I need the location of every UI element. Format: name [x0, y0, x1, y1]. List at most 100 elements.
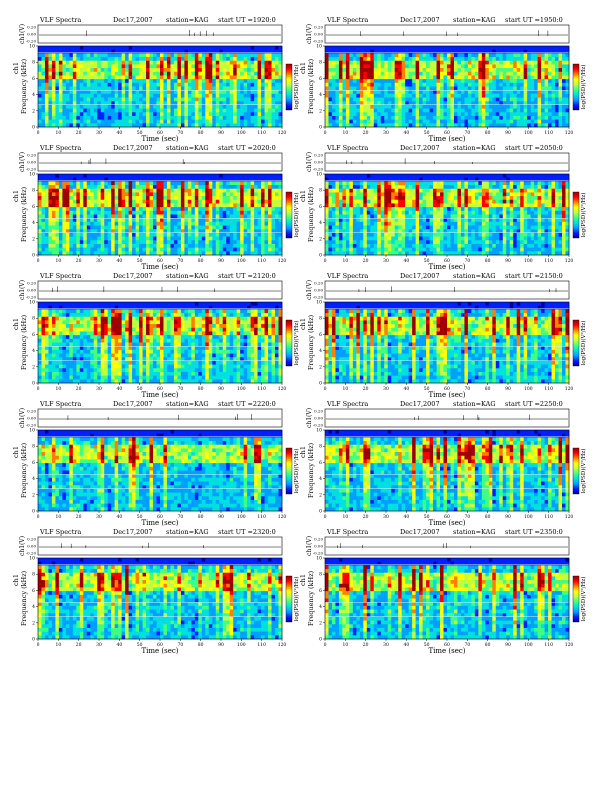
spectrogram-cell	[230, 75, 234, 79]
spectrogram-cell	[69, 120, 73, 124]
spectrogram-cell	[69, 87, 73, 91]
spectrogram-cell	[332, 53, 336, 57]
spectrogram-cell	[80, 200, 84, 204]
spectrogram-cell	[90, 61, 94, 65]
spectrogram-cell	[461, 116, 465, 120]
spectrogram-cell	[454, 75, 458, 79]
spectrogram-cell	[430, 116, 434, 120]
spectrogram-cell	[426, 109, 430, 113]
spectrogram-cell	[230, 72, 234, 76]
spectrogram-cell	[132, 181, 136, 185]
spectrogram-cell	[163, 57, 167, 61]
spectrogram-cell	[97, 222, 101, 226]
spectrogram-cell	[90, 215, 94, 219]
spectrogram-cell	[122, 189, 126, 193]
spectrogram-cell	[370, 105, 374, 109]
spectrogram-cell	[195, 196, 199, 200]
spectrogram-cell	[118, 68, 122, 72]
spectrogram-cell	[261, 222, 265, 226]
spectrogram-cell	[226, 181, 230, 185]
spectrogram-cell	[118, 215, 122, 219]
spectrogram-cell	[170, 200, 174, 204]
spectrogram-cell	[41, 120, 45, 124]
spectrogram-cell	[184, 207, 188, 211]
spectrogram-cell	[55, 98, 59, 102]
spectrogram-cell	[489, 46, 493, 50]
spectrogram-cell	[261, 215, 265, 219]
spectrogram-cell	[527, 105, 531, 109]
spectrogram-cell	[153, 185, 157, 189]
spectrogram-cell	[118, 237, 122, 241]
spectrogram-cell	[184, 105, 188, 109]
spectrogram-cell	[230, 61, 234, 65]
spectrogram-cell	[457, 120, 461, 124]
spectrogram-cell	[275, 64, 279, 68]
spectrogram-cell	[209, 112, 213, 116]
spectrogram-cell	[510, 72, 514, 76]
spectrogram-cell	[391, 72, 395, 76]
spectrogram-cell	[191, 226, 195, 230]
spectrogram-cell	[45, 68, 49, 72]
spectrogram-cell	[90, 79, 94, 83]
spectrogram-cell	[226, 244, 230, 248]
spectrogram-cell	[258, 68, 262, 72]
spectrogram-cell	[104, 64, 108, 68]
spectrogram-cell	[80, 211, 84, 215]
spectrogram-cell	[520, 53, 524, 57]
spectrogram-cell	[388, 61, 392, 65]
spectrogram-cell	[111, 57, 115, 61]
spectrogram-cell	[108, 240, 112, 244]
spectrogram-cell	[254, 57, 258, 61]
spectrogram-cell	[80, 83, 84, 87]
spectrogram-cell	[45, 192, 49, 196]
spectrogram-cell	[55, 189, 59, 193]
spectrogram-cell	[527, 94, 531, 98]
spectrogram-cell	[157, 192, 161, 196]
spectrogram-cell	[205, 57, 209, 61]
spectrogram-cell	[391, 68, 395, 72]
spectrogram-cell	[499, 46, 503, 50]
spectrogram-cell	[261, 64, 265, 68]
spectrogram-cell	[115, 109, 119, 113]
spectrogram-cell	[328, 178, 332, 182]
spectrogram-cell	[534, 53, 538, 57]
spectrogram-cell	[346, 53, 350, 57]
spectrogram-cell	[45, 181, 49, 185]
spectrogram-cell	[471, 79, 475, 83]
spectrogram-cell	[233, 53, 237, 57]
spectrogram-cell	[41, 87, 45, 91]
spectrogram-cell	[195, 50, 199, 54]
spectrogram-cell	[244, 53, 248, 57]
spectrogram-cell	[485, 109, 489, 113]
spectrogram-cell	[150, 233, 154, 237]
spectrogram-cell	[251, 53, 255, 57]
spectrogram-cell	[332, 112, 336, 116]
spectrogram-cell	[66, 185, 70, 189]
spectrogram-cell	[174, 196, 178, 200]
spectrogram-cell	[534, 98, 538, 102]
spectrogram-cell	[233, 83, 237, 87]
spectrogram-cell	[223, 178, 227, 182]
spectrogram-cell	[332, 200, 336, 204]
spectrogram-cell	[247, 203, 251, 207]
spectrogram-cell	[233, 185, 237, 189]
spectrogram-cell	[398, 87, 402, 91]
spectrogram-cell	[45, 203, 49, 207]
spectrogram-cell	[94, 233, 98, 237]
spectrogram-cell	[157, 189, 161, 193]
spectrogram-cell	[153, 46, 157, 50]
spectrogram-cell	[73, 207, 77, 211]
spectrogram-cell	[139, 196, 143, 200]
spectrogram-cell	[402, 61, 406, 65]
spectrogram-cell	[115, 240, 119, 244]
spectrogram-cell	[174, 233, 178, 237]
spectrogram-cell	[167, 120, 171, 124]
spectrogram-cell	[335, 61, 339, 65]
spectrogram-cell	[202, 57, 206, 61]
spectrogram-cell	[349, 94, 353, 98]
spectrogram-cell	[97, 237, 101, 241]
spectrogram-cell	[87, 189, 91, 193]
spectrogram-cell	[478, 120, 482, 124]
spectrogram-cell	[62, 226, 66, 230]
spectrogram-cell	[150, 61, 154, 65]
